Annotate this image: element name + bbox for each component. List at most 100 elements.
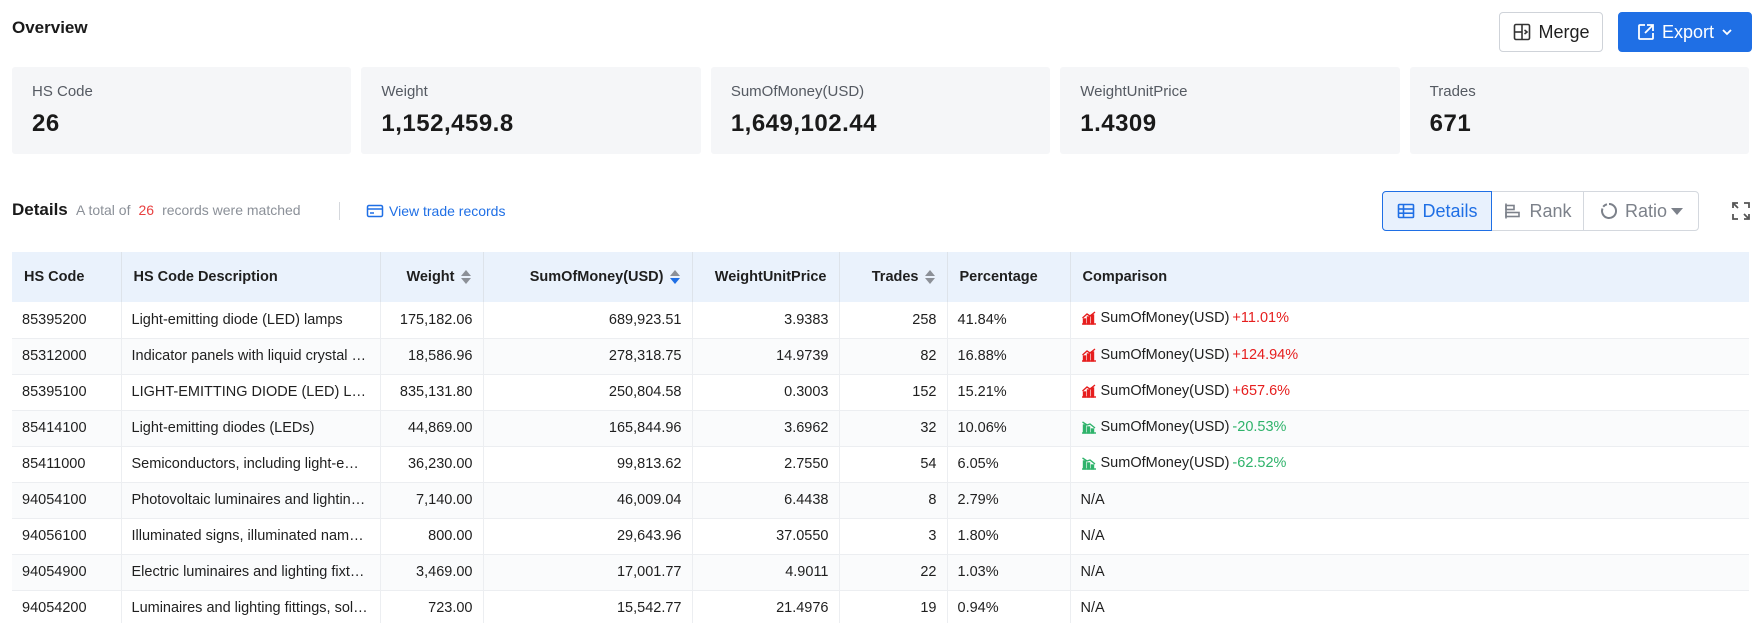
tab-rank[interactable]: Rank — [1491, 191, 1584, 231]
details-table: HS Code HS Code Description Weight SumOf… — [12, 252, 1749, 623]
table-row[interactable]: 85411000 Semiconductors, including light-… — [12, 446, 1749, 482]
table-header-row: HS Code HS Code Description Weight SumOf… — [12, 252, 1749, 302]
cell-comparison: SumOfMoney(USD) +11.01% — [1070, 302, 1749, 338]
cell-trades: 8 — [839, 482, 948, 518]
table-row[interactable]: 94054900 Electric luminaires and lighting… — [12, 554, 1749, 590]
fullscreen-icon[interactable] — [1730, 200, 1752, 222]
cell-sum-of-money: 17,001.77 — [483, 554, 693, 590]
column-header-comparison: Comparison — [1082, 269, 1168, 285]
cell-trades: 54 — [839, 446, 948, 482]
summary-card-hs-code: HS Code 26 — [12, 67, 352, 154]
column-header-hs-code: HS Code — [12, 252, 122, 302]
export-icon — [1636, 22, 1656, 42]
merge-button[interactable]: Merge — [1499, 12, 1603, 52]
cell-comparison: SumOfMoney(USD) +657.6% — [1070, 374, 1749, 410]
tab-details[interactable]: Details — [1382, 191, 1492, 231]
column-header-sum-of-money[interactable]: SumOfMoney(USD) — [483, 252, 693, 302]
column-header-weight[interactable]: Weight — [380, 252, 484, 302]
cell-weight: 44,869.00 — [380, 410, 484, 446]
cell-description: Light-emitting diode (LED) lamps — [121, 302, 381, 338]
view-mode-switch: Details Rank Ratio — [1382, 191, 1699, 231]
cell-percentage: 6.05% — [947, 446, 1071, 482]
cell-comparison: N/A — [1070, 590, 1749, 623]
summary-cards: HS Code 26 Weight 1,152,459.8 SumOfMoney… — [12, 67, 1750, 154]
cell-trades: 82 — [839, 338, 948, 374]
table-row[interactable]: 85312000 Indicator panels with liquid cry… — [12, 338, 1749, 374]
table-row[interactable]: 85395200 Light-emitting diode (LED) lamps… — [12, 302, 1749, 338]
table-icon — [1396, 201, 1416, 221]
card-value: 1,649,102.44 — [730, 110, 877, 137]
merge-label: Merge — [1538, 21, 1590, 42]
cell-description: LIGHT-EMITTING DIODE (LED) LIGHT SOURCES — [121, 374, 381, 410]
cell-weight-unit-price: 6.4438 — [692, 482, 840, 518]
cell-sum-of-money: 46,009.04 — [483, 482, 693, 518]
view-trade-records-link[interactable]: View trade records — [366, 202, 505, 220]
comparison-na: N/A — [1080, 600, 1105, 616]
divider — [339, 202, 340, 220]
cell-percentage: 2.79% — [947, 482, 1071, 518]
column-header-trades[interactable]: Trades — [839, 252, 948, 302]
cell-comparison: SumOfMoney(USD) -20.53% — [1070, 410, 1749, 446]
card-label: SumOfMoney(USD) — [730, 83, 865, 100]
comparison-value: -62.52% — [1232, 454, 1287, 471]
cell-hs-code: 94056100 — [12, 518, 122, 554]
trend-up-chart-icon — [1081, 311, 1097, 325]
cell-comparison: N/A — [1070, 554, 1749, 590]
card-records-icon — [366, 202, 384, 220]
card-value: 671 — [1429, 110, 1472, 137]
cell-weight: 3,469.00 — [380, 554, 484, 590]
cell-description: Luminaires and lighting fittings, solely… — [121, 590, 381, 623]
cell-trades: 3 — [839, 518, 948, 554]
comparison-cell: SumOfMoney(USD) +11.01% — [1081, 310, 1289, 327]
card-value: 1.4309 — [1080, 110, 1157, 137]
table-row[interactable]: 85414100 Light-emitting diodes (LEDs) 44,8… — [12, 410, 1749, 446]
comparison-na: N/A — [1080, 492, 1105, 508]
cell-comparison: SumOfMoney(USD) +124.94% — [1070, 338, 1749, 374]
overview-header: Overview Merge Export — [12, 0, 1752, 60]
cell-weight: 800.00 — [380, 518, 484, 554]
comparison-na: N/A — [1080, 564, 1105, 580]
cell-weight-unit-price: 21.4976 — [692, 590, 840, 623]
cell-weight-unit-price: 2.7550 — [692, 446, 840, 482]
comparison-value: +11.01% — [1232, 310, 1289, 327]
table-row[interactable]: 94054200 Luminaires and lighting fittings… — [12, 590, 1749, 623]
comparison-label: SumOfMoney(USD) — [1100, 454, 1230, 471]
cell-trades: 32 — [839, 410, 948, 446]
cell-comparison: SumOfMoney(USD) -62.52% — [1070, 446, 1749, 482]
cell-weight: 7,140.00 — [380, 482, 484, 518]
summary-card-weight: Weight 1,152,459.8 — [361, 67, 701, 154]
donut-icon — [1599, 201, 1619, 221]
cell-description: Photovoltaic luminaires and lighting fit… — [121, 482, 381, 518]
card-label: Trades — [1429, 83, 1476, 100]
comparison-cell: SumOfMoney(USD) +124.94% — [1081, 347, 1298, 363]
export-button[interactable]: Export — [1618, 12, 1752, 52]
cell-hs-code: 94054900 — [12, 554, 122, 590]
trend-up-chart-icon — [1081, 383, 1097, 398]
tab-ratio[interactable]: Ratio — [1583, 191, 1699, 231]
cell-percentage: 1.03% — [947, 554, 1071, 590]
trend-up-chart-icon — [1081, 347, 1097, 362]
cell-comparison: N/A — [1070, 518, 1749, 554]
cell-hs-code: 85395200 — [12, 302, 122, 338]
table-row[interactable]: 94056100 Illuminated signs, illuminated n… — [12, 518, 1749, 554]
cell-sum-of-money: 689,923.51 — [483, 302, 693, 338]
details-toolbar: Details A total of 26 records were matched… — [12, 190, 1752, 234]
cell-weight: 835,131.80 — [380, 374, 484, 410]
cell-hs-code: 94054100 — [12, 482, 122, 518]
trend-down-chart-icon — [1081, 456, 1097, 470]
sort-icon[interactable] — [460, 270, 471, 285]
tab-rank-label: Rank — [1529, 200, 1572, 221]
cell-weight-unit-price: 4.9011 — [692, 554, 840, 590]
card-label: WeightUnitPrice — [1080, 83, 1188, 100]
summary-card-trades: Trades 671 — [1409, 67, 1750, 154]
cell-hs-code: 85312000 — [12, 338, 122, 374]
sort-icon[interactable] — [924, 270, 935, 285]
caret-down-icon — [1671, 207, 1684, 215]
summary-card-weight-unit-price: WeightUnitPrice 1.4309 — [1060, 67, 1400, 154]
table-row[interactable]: 94054100 Photovoltaic luminaires and ligh… — [12, 482, 1749, 518]
cell-percentage: 1.80% — [947, 518, 1071, 554]
details-title: Details — [12, 200, 68, 219]
sort-desc-icon[interactable] — [669, 270, 680, 285]
cell-weight: 18,586.96 — [380, 338, 484, 374]
